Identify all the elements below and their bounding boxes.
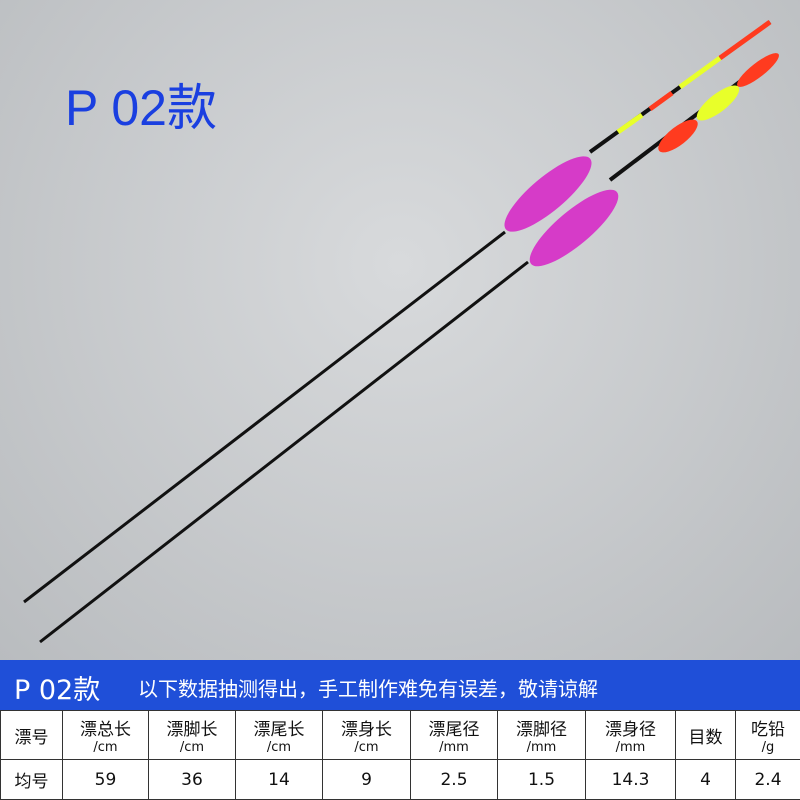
spec-table: 漂号 漂总长/cm 漂脚长/cm 漂尾长/cm 漂身长/cm 漂尾径/mm 漂脚径/mm 漂身… [0, 710, 800, 800]
data-cell: 均号 [0, 759, 63, 800]
data-cell: 2.5 [410, 759, 498, 800]
banner-model: P 02款 [14, 675, 101, 706]
data-cell: 14.3 [585, 759, 676, 800]
header-unit: /mm [439, 740, 469, 755]
header-name: 漂身长 [341, 720, 392, 740]
header-unit: /cm [93, 740, 118, 755]
header-unit: /g [761, 740, 775, 755]
data-cell: 59 [62, 759, 149, 800]
header-name: 漂总长 [80, 720, 131, 740]
header-unit: /mm [615, 740, 646, 755]
header-cell: 目数 [675, 710, 736, 760]
header-unit: /cm [179, 740, 205, 755]
title: P 02款 [65, 80, 217, 136]
data-cell: 2.4 [735, 759, 800, 800]
header-cell: 漂尾径/mm [410, 710, 498, 760]
header-name: 漂尾径 [428, 720, 480, 740]
banner: P 02款 以下数据抽测得出，手工制作难免有误差，敬请谅解 [0, 660, 800, 710]
header-name: 漂尾长 [253, 720, 305, 740]
header-cell: 漂总长/cm [62, 710, 149, 760]
header-cell: 漂脚长/cm [148, 710, 236, 760]
data-cell: 36 [148, 759, 236, 800]
header-unit: /mm [526, 740, 557, 755]
header-name: 目数 [688, 727, 723, 748]
header-name: 漂号 [14, 727, 49, 748]
data-cell: 9 [322, 759, 411, 800]
banner-note: 以下数据抽测得出，手工制作难免有误差，敬请谅解 [138, 677, 598, 701]
floats [23, 19, 779, 644]
header-name: 吃铅 [751, 720, 785, 740]
header-unit: /cm [266, 740, 292, 755]
header-unit: /cm [354, 740, 379, 755]
data-cell: 14 [235, 759, 323, 800]
header-cell: 吃铅/g [735, 710, 800, 760]
header-cell: 漂尾长/cm [235, 710, 323, 760]
product-photo [0, 0, 800, 660]
header-cell: 漂身径/mm [585, 710, 676, 760]
data-cell: 4 [675, 759, 736, 800]
header-name: 漂身径 [605, 720, 656, 740]
data-cell: 1.5 [497, 759, 586, 800]
header-name: 漂脚径 [516, 720, 567, 740]
header-name: 漂脚长 [166, 720, 218, 740]
header-cell: 漂身长/cm [322, 710, 411, 760]
header-cell: 漂号 [0, 710, 63, 760]
header-cell: 漂脚径/mm [497, 710, 586, 760]
